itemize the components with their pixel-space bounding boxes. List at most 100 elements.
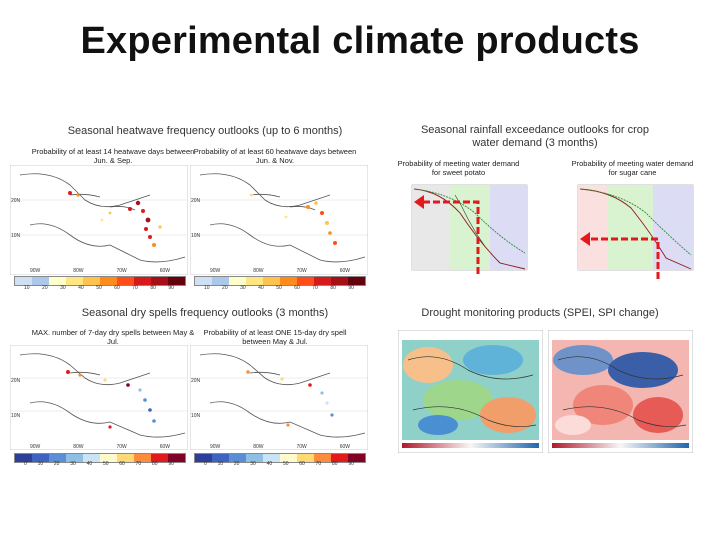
legend-swatch [32, 454, 49, 462]
longitude-tick: 60W [159, 444, 170, 450]
longitude-tick: 80W [73, 444, 84, 450]
drought-map-spi-change [548, 330, 693, 453]
heatwave-caption-1: Probability of at least 14 heatwave days… [31, 147, 195, 165]
legend-swatch [83, 277, 100, 285]
latitude-tick: 10N [191, 413, 201, 419]
dryspells-legend-1 [14, 453, 186, 463]
legend-tick: 50 [276, 285, 282, 291]
legend-tick: 10 [24, 285, 30, 291]
legend-ticks: 0 10 20 30 40 50 60 70 80 90 [24, 461, 174, 467]
longitude-tick: 90W [30, 268, 41, 274]
legend-swatch [117, 454, 134, 462]
latitude-tick: 20N [191, 198, 201, 204]
longitude-tick: 80W [73, 268, 84, 274]
legend-swatch [331, 454, 348, 462]
caribbean-map-graphic [10, 345, 188, 450]
legend-tick: 80 [331, 461, 338, 467]
caribbean-map-graphic [10, 165, 188, 275]
legend-swatch [15, 454, 32, 462]
legend-swatch [246, 454, 263, 462]
legend-swatch [15, 277, 32, 285]
legend-tick: 80 [151, 461, 158, 467]
longitude-tick: 60W [339, 268, 350, 274]
caribbean-map-graphic [190, 345, 368, 450]
drought-map-spei [398, 330, 543, 453]
legend-tick: 30 [60, 285, 66, 291]
legend-swatch [195, 277, 212, 285]
legend-swatch [229, 454, 246, 462]
dryspells-legend-2 [194, 453, 366, 463]
legend-tick: 60 [119, 461, 125, 467]
legend-swatch [151, 454, 168, 462]
latitude-tick: 10N [11, 413, 21, 419]
legend-swatch [66, 454, 83, 462]
legend-tick: 40 [258, 285, 264, 291]
legend-swatch [151, 277, 168, 285]
legend-ticks: 10 20 30 40 50 60 70 80 90 [24, 285, 174, 291]
legend-swatch [314, 277, 331, 285]
latitude-tick: 10N [191, 233, 201, 239]
legend-tick: 50 [282, 461, 289, 467]
legend-swatch [246, 277, 263, 285]
legend-swatch [314, 454, 331, 462]
longitude-tick: 70W [116, 268, 127, 274]
dryspells-section-title: Seasonal dry spells frequency outlooks (… [81, 307, 329, 319]
legend-swatch [297, 454, 314, 462]
legend-tick: 40 [266, 461, 273, 467]
rainfall-exceedance-chart-2 [566, 183, 696, 280]
longitude-tick: 80W [253, 444, 264, 450]
legend-tick: 0 [204, 461, 207, 467]
legend-tick: 10 [37, 461, 44, 467]
legend-swatch [263, 277, 280, 285]
legend-swatch [66, 277, 83, 285]
legend-tick: 70 [132, 285, 138, 291]
legend-swatch [280, 277, 297, 285]
legend-swatch [348, 454, 365, 462]
longitude-tick: 70W [296, 444, 307, 450]
rainfall-caption-2: Probability of meeting water demand for … [571, 159, 694, 177]
legend-swatch [100, 277, 117, 285]
legend-swatch [280, 454, 297, 462]
latitude-tick: 20N [11, 198, 21, 204]
rainfall-arrow-1 [414, 195, 480, 274]
page-title: Experimental climate products [80, 20, 640, 62]
dryspells-map-2: 90W 80W 70W 60W 20N 10N 0 10 20 30 40 50 60 70 80 90 [190, 345, 368, 470]
heatwave-map-2: 90W 80W 70W 60W 20N 10N 10 20 30 40 50 60 70 80 90 [190, 165, 368, 291]
heatwave-legend-1 [14, 276, 186, 286]
legend-swatch [168, 277, 185, 285]
legend-tick: 90 [168, 285, 174, 291]
legend-tick: 40 [86, 461, 93, 467]
longitude-tick: 90W [210, 444, 221, 450]
longitude-tick: 90W [30, 444, 41, 450]
legend-tick: 90 [348, 461, 354, 467]
rainfall-section-title: Seasonal rainfall exceedance outlooks fo… [420, 124, 650, 149]
legend-swatch [331, 277, 348, 285]
legend-tick: 90 [348, 285, 354, 291]
longitude-tick: 90W [210, 268, 221, 274]
heatwave-map-1: 90W 80W 70W 60W 20N 10N 10 20 30 40 50 60 70 80 90 [10, 165, 188, 291]
legend-swatch [212, 277, 229, 285]
legend-tick: 60 [294, 285, 300, 291]
legend-swatch [100, 454, 117, 462]
caribbean-map-graphic [190, 165, 368, 275]
latitude-tick: 20N [11, 378, 21, 384]
legend-tick: 50 [102, 461, 109, 467]
legend-tick: 80 [330, 285, 336, 291]
heatwave-section-title: Seasonal heatwave frequency outlooks (up… [67, 125, 343, 137]
legend-tick: 20 [53, 461, 60, 467]
legend-ticks: 10 20 30 40 50 60 70 80 90 [204, 285, 354, 291]
rainfall-arrow-2 [580, 232, 660, 279]
legend-swatch [134, 454, 151, 462]
legend-swatch [195, 454, 212, 462]
dryspells-caption-1: MAX. number of 7-day dry spells between … [31, 328, 195, 346]
legend-tick: 50 [96, 285, 102, 291]
longitude-tick: 60W [159, 268, 170, 274]
legend-swatch [168, 454, 185, 462]
legend-tick: 20 [222, 285, 228, 291]
drought-section-title: Drought monitoring products (SPEI, SPI c… [421, 307, 659, 319]
legend-tick: 30 [250, 461, 256, 467]
longitude-labels: 90W 80W 70W 60W [30, 268, 170, 274]
legend-tick: 30 [70, 461, 76, 467]
legend-tick: 80 [150, 285, 156, 291]
legend-swatch [297, 277, 314, 285]
